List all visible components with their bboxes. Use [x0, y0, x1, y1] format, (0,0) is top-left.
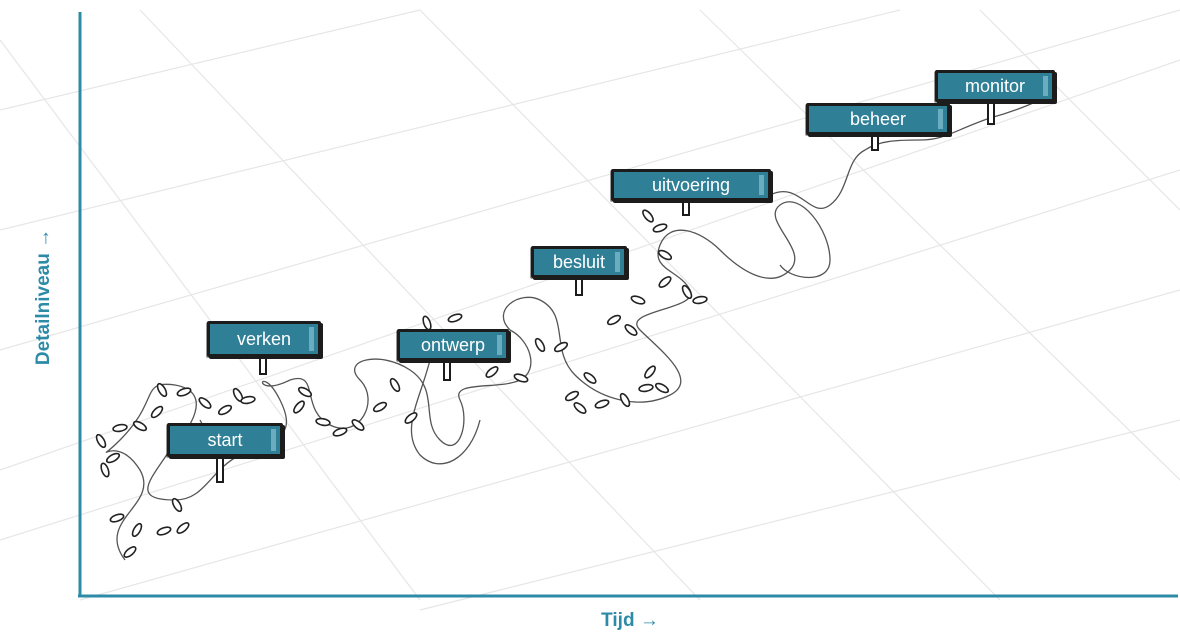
- footprint: [553, 341, 569, 353]
- sign-verken: verken: [207, 321, 321, 357]
- footprint: [297, 386, 313, 398]
- signpost-pole: [871, 135, 879, 151]
- footprint: [240, 395, 256, 405]
- trail-line: [769, 94, 1051, 209]
- sign-besluit: besluit: [531, 246, 627, 278]
- footprint: [404, 412, 418, 424]
- footprint: [217, 404, 233, 416]
- footprint: [332, 427, 348, 437]
- sign-uitvoering: uitvoering: [611, 169, 771, 201]
- footprint: [638, 383, 654, 393]
- footprint: [112, 423, 128, 433]
- x-axis-label: Tijd →: [601, 610, 659, 631]
- trail-line: [410, 359, 481, 465]
- footprint: [389, 377, 401, 393]
- footprint: [692, 295, 708, 305]
- footprint: [642, 209, 654, 223]
- signpost-pole: [259, 357, 267, 375]
- footprint: [198, 397, 212, 409]
- footprint: [109, 513, 125, 523]
- footprint: [123, 546, 137, 558]
- footprint: [315, 417, 331, 427]
- sign-beheer: beheer: [806, 103, 950, 135]
- footprint: [652, 223, 668, 233]
- footprint: [681, 284, 693, 300]
- signpost-pole: [443, 361, 451, 381]
- footprint: [606, 314, 622, 326]
- footprint: [156, 526, 172, 536]
- footprint: [131, 522, 143, 538]
- sign-ontwerp: ontwerp: [397, 329, 509, 361]
- footprint: [485, 366, 499, 378]
- footprint: [657, 249, 673, 261]
- footprint: [573, 402, 587, 414]
- footprint: [95, 433, 107, 449]
- footprint: [171, 497, 183, 513]
- trail-line: [659, 201, 831, 279]
- footprint: [351, 419, 365, 431]
- footprint: [654, 382, 670, 394]
- trail-line: [289, 329, 532, 447]
- signpost-pole: [216, 457, 224, 483]
- footprint: [658, 276, 672, 288]
- footprint: [100, 462, 110, 478]
- sign-monitor: monitor: [935, 70, 1055, 102]
- footprint: [372, 401, 388, 413]
- footprint: [619, 392, 631, 408]
- footprint: [150, 405, 164, 419]
- footprint: [176, 387, 192, 397]
- footprint: [447, 313, 463, 323]
- footprint: [156, 382, 168, 398]
- signpost-pole: [682, 200, 690, 216]
- y-axis-label: Detailniveau →: [33, 228, 54, 366]
- footprint: [594, 399, 610, 409]
- footprint: [293, 400, 305, 414]
- footprint: [624, 324, 638, 336]
- signpost-pole: [575, 278, 583, 296]
- signpost-pole: [987, 101, 995, 125]
- footprint: [176, 522, 190, 534]
- footprint: [564, 390, 580, 402]
- footprint: [534, 337, 546, 353]
- footprint: [630, 295, 646, 305]
- footprint: [513, 373, 529, 383]
- footprint: [583, 372, 597, 384]
- sign-start: start: [167, 423, 283, 457]
- footprint: [105, 452, 121, 464]
- footprint: [644, 365, 656, 379]
- footprint: [132, 420, 148, 432]
